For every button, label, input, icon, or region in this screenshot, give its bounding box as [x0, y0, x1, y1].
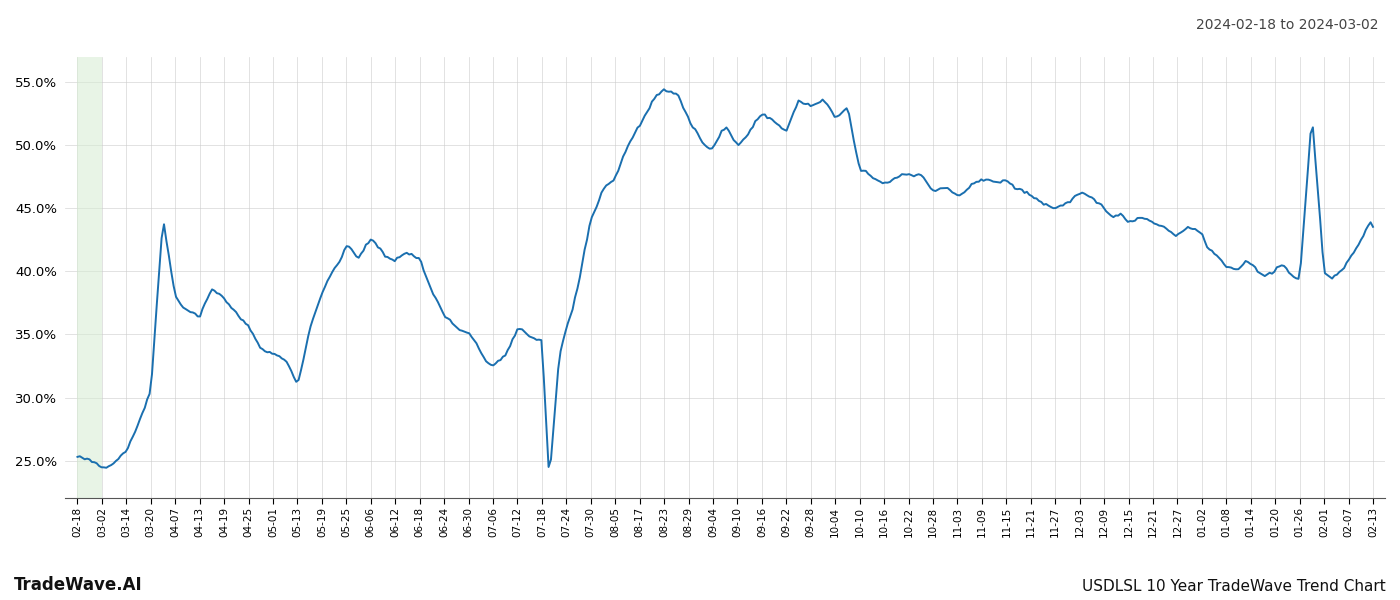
Bar [77, 57, 102, 499]
Text: 2024-02-18 to 2024-03-02: 2024-02-18 to 2024-03-02 [1197, 18, 1379, 32]
Text: TradeWave.AI: TradeWave.AI [14, 576, 143, 594]
Text: USDLSL 10 Year TradeWave Trend Chart: USDLSL 10 Year TradeWave Trend Chart [1082, 579, 1386, 594]
